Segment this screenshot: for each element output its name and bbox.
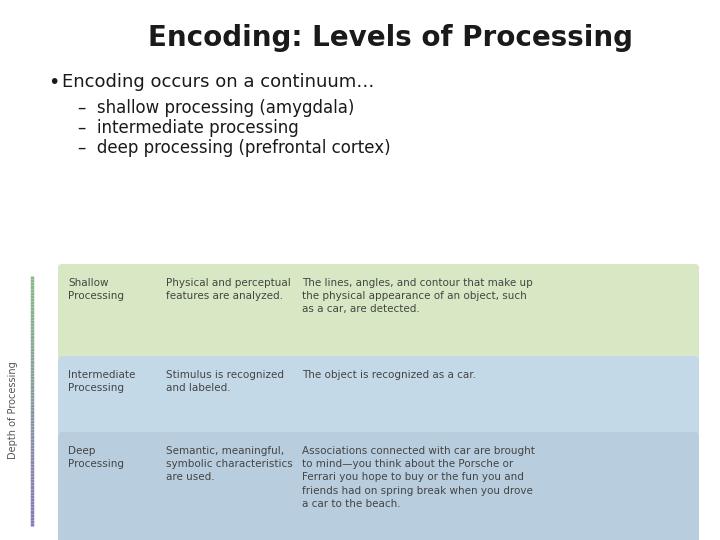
Text: Encoding: Levels of Processing: Encoding: Levels of Processing bbox=[148, 24, 632, 52]
Text: –  intermediate processing: – intermediate processing bbox=[78, 119, 299, 137]
FancyBboxPatch shape bbox=[58, 264, 699, 360]
Text: –  shallow processing (amygdala): – shallow processing (amygdala) bbox=[78, 99, 354, 117]
Text: Semantic, meaningful,
symbolic characteristics
are used.: Semantic, meaningful, symbolic character… bbox=[166, 446, 293, 482]
Text: Shallow
Processing: Shallow Processing bbox=[68, 278, 124, 301]
Text: Physical and perceptual
features are analyzed.: Physical and perceptual features are ana… bbox=[166, 278, 291, 301]
FancyBboxPatch shape bbox=[58, 432, 699, 540]
Text: Intermediate
Processing: Intermediate Processing bbox=[68, 370, 135, 393]
Text: The object is recognized as a car.: The object is recognized as a car. bbox=[302, 370, 476, 380]
Text: Stimulus is recognized
and labeled.: Stimulus is recognized and labeled. bbox=[166, 370, 284, 393]
FancyBboxPatch shape bbox=[58, 356, 699, 436]
Text: Depth of Processing: Depth of Processing bbox=[8, 361, 18, 459]
Text: The lines, angles, and contour that make up
the physical appearance of an object: The lines, angles, and contour that make… bbox=[302, 278, 533, 314]
Text: Deep
Processing: Deep Processing bbox=[68, 446, 124, 469]
Text: Encoding occurs on a continuum…: Encoding occurs on a continuum… bbox=[62, 73, 374, 91]
Text: –  deep processing (prefrontal cortex): – deep processing (prefrontal cortex) bbox=[78, 139, 391, 157]
Text: •: • bbox=[48, 72, 59, 91]
Text: Associations connected with car are brought
to mind—you think about the Porsche : Associations connected with car are brou… bbox=[302, 446, 535, 509]
